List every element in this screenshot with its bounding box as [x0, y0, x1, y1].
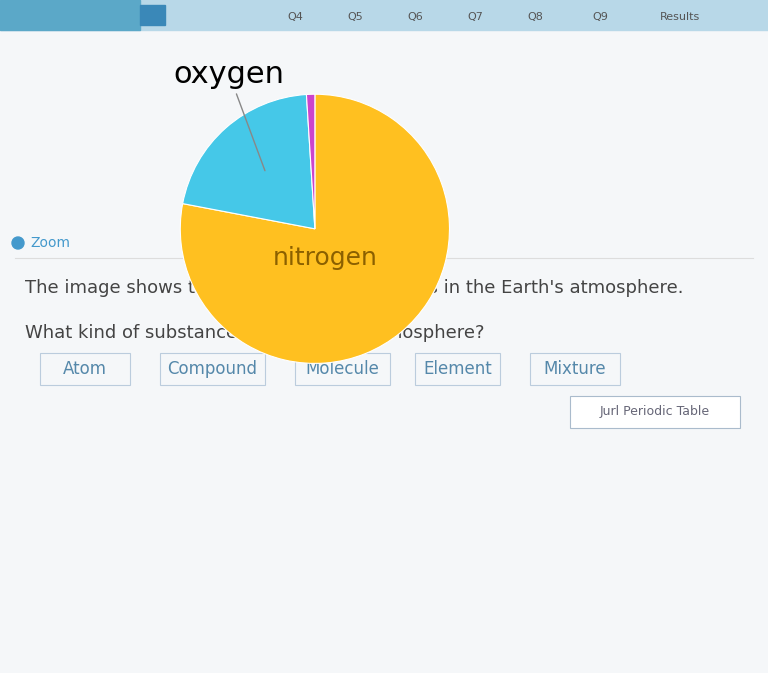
- Wedge shape: [183, 94, 315, 229]
- Text: Compound: Compound: [167, 360, 257, 378]
- Bar: [415, 353, 500, 385]
- Bar: [0, 0, 140, 30]
- Circle shape: [12, 237, 24, 249]
- Text: Q8: Q8: [527, 12, 543, 22]
- Text: Mixture: Mixture: [544, 360, 606, 378]
- Text: What kind of substance is the Earth's atmosphere?: What kind of substance is the Earth's at…: [25, 324, 485, 342]
- Text: nitrogen: nitrogen: [273, 246, 378, 271]
- Text: oxygen: oxygen: [174, 59, 285, 171]
- Text: Q6: Q6: [407, 12, 423, 22]
- Bar: [0, 0, 768, 30]
- Text: Q5: Q5: [347, 12, 362, 22]
- Text: Results: Results: [660, 12, 700, 22]
- Bar: [140, 5, 165, 25]
- Text: Molecule: Molecule: [306, 360, 379, 378]
- Text: Q9: Q9: [592, 12, 608, 22]
- Text: Zoom: Zoom: [30, 236, 70, 250]
- Text: Jurl Periodic Table: Jurl Periodic Table: [600, 406, 710, 419]
- Bar: [530, 353, 620, 385]
- Text: Q7: Q7: [467, 12, 483, 22]
- Text: Q4: Q4: [287, 12, 303, 22]
- Text: Element: Element: [423, 360, 492, 378]
- Bar: [570, 396, 740, 428]
- Wedge shape: [180, 94, 449, 363]
- Bar: [40, 353, 130, 385]
- Bar: [295, 353, 390, 385]
- Bar: [160, 353, 265, 385]
- Text: Atom: Atom: [63, 360, 107, 378]
- Wedge shape: [306, 94, 315, 229]
- Text: The image shows the amounts of some gases in the Earth's atmosphere.: The image shows the amounts of some gase…: [25, 279, 684, 297]
